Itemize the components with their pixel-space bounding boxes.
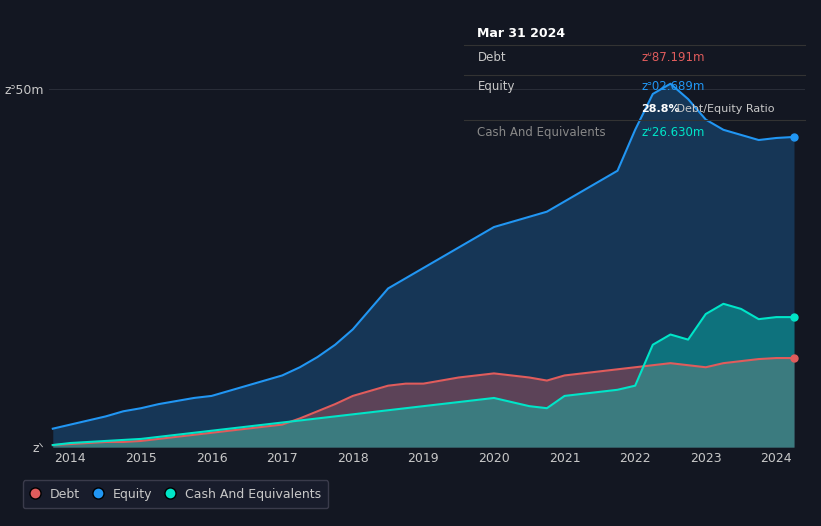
Text: Debt: Debt xyxy=(478,50,506,64)
Text: Cash And Equivalents: Cash And Equivalents xyxy=(478,126,606,139)
Text: zᐣ02.689m: zᐣ02.689m xyxy=(641,80,704,93)
Text: Debt/Equity Ratio: Debt/Equity Ratio xyxy=(673,104,775,114)
Legend: Debt, Equity, Cash And Equivalents: Debt, Equity, Cash And Equivalents xyxy=(23,480,328,509)
Text: Equity: Equity xyxy=(478,80,515,93)
Text: Mar 31 2024: Mar 31 2024 xyxy=(478,26,566,39)
Text: zᐡ26.630m: zᐡ26.630m xyxy=(641,126,704,139)
Text: zᐡ87.191m: zᐡ87.191m xyxy=(641,50,704,64)
Text: 28.8%: 28.8% xyxy=(641,104,680,114)
